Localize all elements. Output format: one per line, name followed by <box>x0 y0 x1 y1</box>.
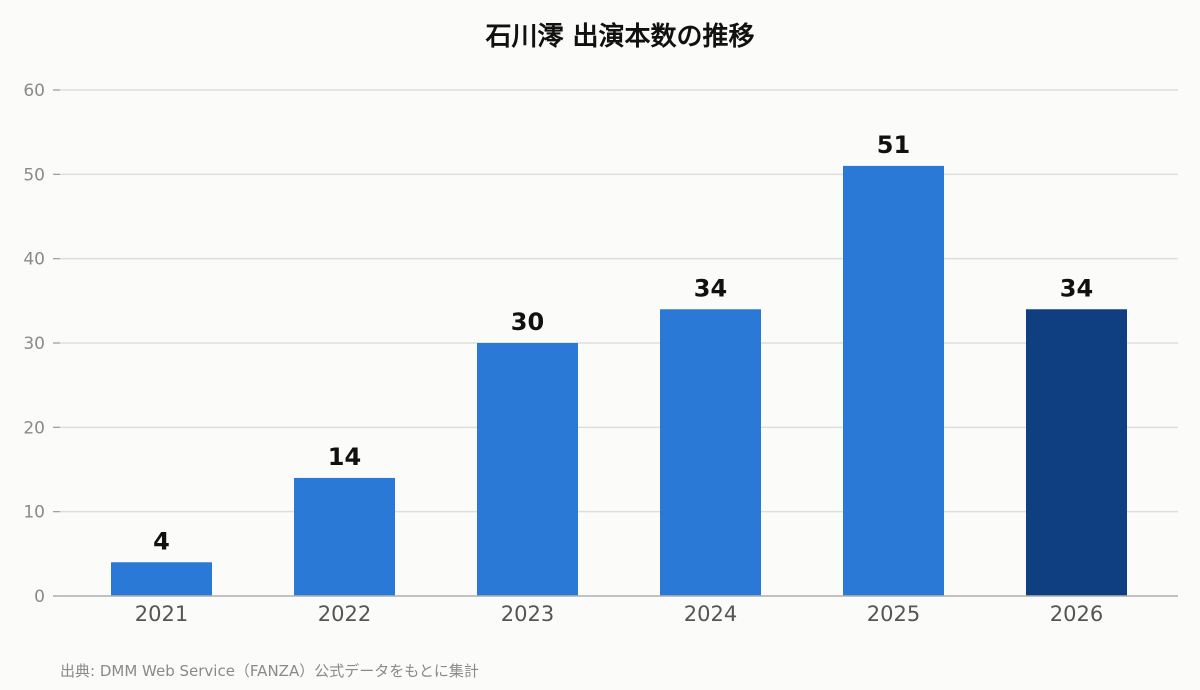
data-label: 4 <box>153 527 170 555</box>
x-axis: 2021 2022 2023 2024 2025 2026 <box>60 595 1178 626</box>
x-tick-label: 2023 <box>501 602 554 626</box>
bar <box>843 165 944 596</box>
x-tick-label: 2025 <box>867 602 920 626</box>
y-tick-label: 50 <box>23 165 45 185</box>
y-tick-label: 20 <box>23 418 45 438</box>
x-tick-label: 2024 <box>684 602 737 626</box>
bar <box>111 562 212 596</box>
bar <box>477 343 578 596</box>
data-label: 14 <box>328 443 361 471</box>
gridlines <box>60 89 1178 513</box>
data-label: 30 <box>511 308 544 336</box>
y-tick-label: 10 <box>23 503 45 523</box>
source-note: 出典: DMM Web Service（FANZA）公式データをもとに集計 <box>60 662 479 680</box>
data-labels: 4 14 30 34 51 34 <box>153 131 1093 555</box>
data-label: 34 <box>1060 274 1093 302</box>
bar <box>1026 309 1127 596</box>
chart-title: 石川澪 出演本数の推移 <box>484 21 754 52</box>
bars <box>111 165 1127 596</box>
data-label: 51 <box>877 131 910 159</box>
data-label: 34 <box>694 274 727 302</box>
y-tick-label: 30 <box>23 334 45 354</box>
y-tick-label: 40 <box>23 250 45 270</box>
y-axis: 0 10 20 30 40 50 60 <box>23 81 60 607</box>
bar <box>660 309 761 596</box>
x-tick-label: 2022 <box>318 602 371 626</box>
bar <box>294 477 395 596</box>
x-tick-label: 2021 <box>135 602 188 626</box>
y-tick-label: 60 <box>23 81 45 101</box>
x-tick-label: 2026 <box>1050 602 1103 626</box>
y-tick-label: 0 <box>34 587 45 607</box>
